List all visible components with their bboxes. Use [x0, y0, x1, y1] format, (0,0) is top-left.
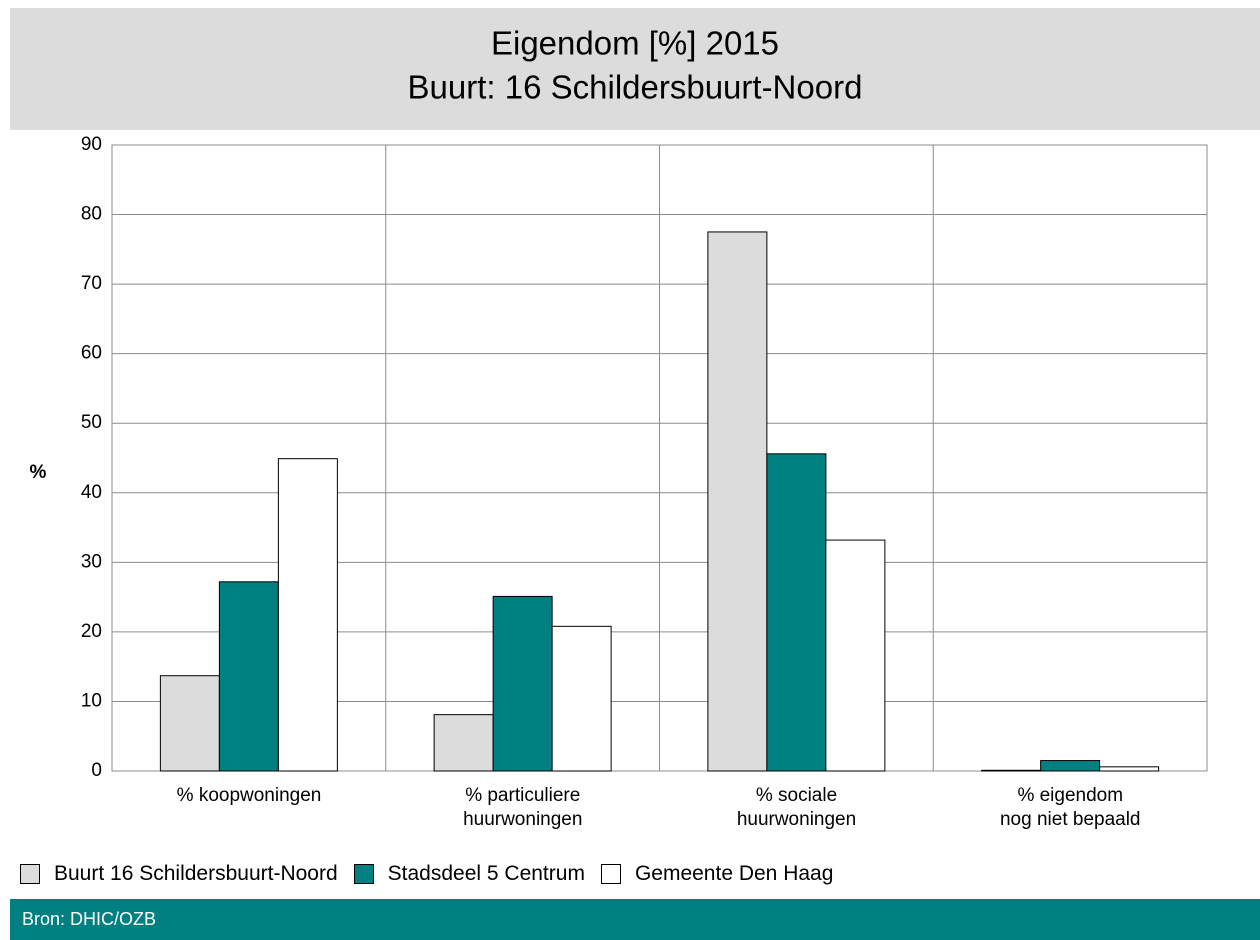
y-tick-label: 50 — [81, 412, 102, 433]
x-tick-label: % eigendom nog niet bepaald — [999, 785, 1141, 830]
plot-frame — [111, 144, 1208, 772]
bar — [492, 595, 553, 772]
title-band — [10, 8, 1260, 130]
x-tick-label: % sociale huurwoningen — [736, 785, 857, 830]
legend-label: Gemeente Den Haag — [634, 862, 834, 885]
y-tick-label: 10 — [81, 690, 102, 711]
legend-item: Gemeente Den Haag — [600, 862, 834, 886]
legend-swatch — [600, 864, 621, 884]
y-tick-label: 30 — [81, 551, 102, 572]
chart-title: Eigendom [%] 2015 — [491, 25, 779, 62]
y-tick-label: 20 — [81, 621, 102, 642]
bar — [707, 231, 768, 772]
bar — [433, 714, 494, 772]
legend-swatch — [20, 864, 40, 884]
y-tick-label: 90 — [81, 134, 102, 155]
bar — [766, 453, 827, 772]
bar — [981, 769, 1042, 772]
bar — [277, 458, 338, 772]
legend-item: Stadsdeel 5 Centrum — [353, 862, 585, 886]
bar — [218, 581, 279, 772]
legend-label: Buurt 16 Schildersbuurt-Noord — [54, 862, 338, 885]
bar — [551, 625, 612, 772]
y-tick-label: 0 — [91, 760, 102, 781]
bar — [1040, 760, 1101, 772]
legend-item: Buurt 16 Schildersbuurt-Noord — [20, 862, 338, 886]
source: Bron: DHIC/OZB — [10, 899, 1260, 940]
bar — [825, 539, 886, 772]
bar — [159, 675, 220, 772]
y-tick-label: 80 — [81, 204, 102, 225]
chart: Eigendom [%] 2015 Buurt: 16 Schildersbuu… — [10, 8, 1260, 781]
x-tick-label: % particuliere huurwoningen — [463, 785, 583, 830]
legend-label: Stadsdeel 5 Centrum — [387, 862, 585, 885]
y-tick-label: 40 — [81, 482, 102, 503]
y-tick-label: 70 — [81, 273, 102, 294]
y-axis-label: % — [30, 462, 47, 483]
bar — [1099, 766, 1160, 772]
legend-swatch — [353, 864, 374, 884]
x-tick-label: % koopwoningen — [176, 785, 322, 806]
y-tick-label: 60 — [81, 343, 102, 364]
legend: Buurt 16 Schildersbuurt-Noord Stadsdeel 5… — [20, 862, 849, 886]
chart-subtitle: Buurt: 16 Schildersbuurt-Noord — [408, 69, 863, 106]
